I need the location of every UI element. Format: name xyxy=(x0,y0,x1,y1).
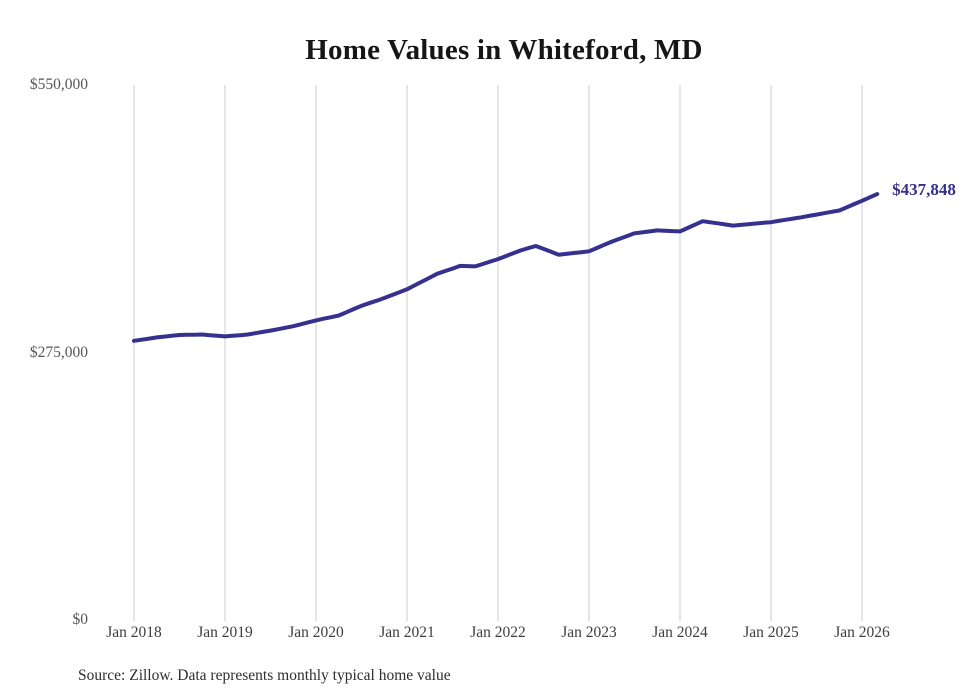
latest-value-label: $437,848 xyxy=(892,180,956,200)
y-tick-label: $275,000 xyxy=(29,343,88,361)
x-tick-label: Jan 2021 xyxy=(379,624,435,641)
home-value-line xyxy=(132,192,880,343)
x-tick-label: Jan 2026 xyxy=(834,624,890,641)
y-tick-label: $550,000 xyxy=(29,76,88,93)
x-tick-label: Jan 2018 xyxy=(106,624,162,641)
x-tick-label: Jan 2024 xyxy=(652,624,708,641)
source-attribution: Source: Zillow. Data represents monthly … xyxy=(78,667,451,684)
x-tick-label: Jan 2020 xyxy=(288,624,344,641)
x-tick-label: Jan 2022 xyxy=(470,624,526,641)
x-tick-label: Jan 2019 xyxy=(197,624,253,641)
x-tick-label: Jan 2025 xyxy=(743,624,799,641)
chart-title: Home Values in Whiteford, MD xyxy=(305,34,703,66)
y-tick-label: $0 xyxy=(72,611,89,628)
x-tick-label: Jan 2023 xyxy=(561,624,617,641)
